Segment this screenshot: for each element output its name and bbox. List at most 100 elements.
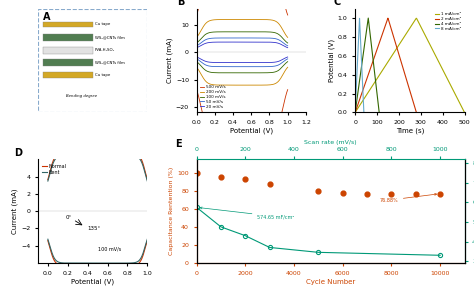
20 mV/s [248, 40, 254, 44]
Text: WS₂@CNTs film: WS₂@CNTs film [95, 61, 125, 65]
8 mA/cm² [357, 34, 363, 38]
2 mA/cm² [385, 16, 391, 20]
Line: 8 mA/cm²: 8 mA/cm² [355, 18, 364, 112]
100 mV/s [194, 41, 200, 45]
Point [241, 177, 249, 181]
1 mA/cm² [419, 28, 425, 32]
Normal [93, 151, 99, 154]
4 mA/cm² [376, 111, 382, 114]
200 mV/s [194, 36, 200, 39]
50 mV/s [194, 44, 200, 47]
100 mV/s [237, 30, 243, 33]
4 mA/cm² [352, 110, 358, 114]
Normal [95, 151, 100, 154]
Line: 2 mA/cm²: 2 mA/cm² [355, 18, 416, 112]
Legend: 1 mA/cm², 2 mA/cm², 4 mA/cm², 8 mA/cm²: 1 mA/cm², 2 mA/cm², 4 mA/cm², 8 mA/cm² [433, 11, 463, 33]
X-axis label: Time (s): Time (s) [396, 128, 424, 134]
2 mA/cm² [408, 92, 414, 96]
20 mV/s [237, 40, 243, 44]
Normal [145, 178, 150, 181]
8 mA/cm² [352, 110, 358, 114]
Text: C: C [333, 0, 340, 7]
50 mV/s [237, 36, 243, 40]
Text: WS₂@CNTs film: WS₂@CNTs film [95, 36, 125, 40]
Bent [95, 154, 100, 157]
X-axis label: Potential (V): Potential (V) [230, 128, 273, 134]
100 mV/s [269, 30, 274, 34]
Legend: Normal, Bent: Normal, Bent [40, 162, 69, 176]
Text: A: A [44, 12, 51, 22]
Text: E: E [175, 139, 182, 149]
100 mV/s [239, 30, 245, 33]
100 mV/s [237, 30, 243, 33]
200 mV/s [237, 18, 243, 21]
4 mA/cm² [366, 27, 372, 30]
500 mV/s [285, 13, 291, 17]
200 mV/s [237, 18, 243, 21]
Legend: 500 mV/s, 200 mV/s, 100 mV/s, 50 mV/s, 20 mV/s: 500 mV/s, 200 mV/s, 100 mV/s, 50 mV/s, 2… [199, 84, 227, 110]
20 mV/s [243, 40, 249, 44]
100 mV/s [248, 30, 254, 33]
Normal [92, 151, 98, 154]
200 mV/s [285, 36, 291, 39]
Point [193, 170, 201, 175]
Point [388, 191, 395, 196]
200 mV/s [248, 18, 254, 21]
Bar [44, 72, 92, 78]
Line: Normal: Normal [48, 153, 147, 180]
Line: 4 mA/cm²: 4 mA/cm² [355, 18, 379, 112]
Normal [104, 151, 110, 154]
Line: 50 mV/s: 50 mV/s [197, 38, 288, 46]
Bar [44, 47, 92, 54]
Bar [44, 59, 92, 66]
Bent [145, 179, 150, 183]
20 mV/s [237, 40, 243, 44]
Y-axis label: Current (mA): Current (mA) [166, 38, 173, 83]
200 mV/s [269, 18, 274, 22]
Text: D: D [14, 148, 22, 158]
100 mV/s [243, 30, 249, 33]
Bar [44, 34, 92, 41]
1 mA/cm² [418, 24, 423, 27]
50 mV/s [237, 36, 243, 40]
Text: Cu tape: Cu tape [95, 22, 110, 26]
4 mA/cm² [373, 79, 378, 82]
Text: Bending degree: Bending degree [66, 94, 97, 98]
50 mV/s [269, 36, 274, 40]
2 mA/cm² [404, 80, 410, 83]
2 mA/cm² [413, 111, 419, 114]
Text: 76.88%: 76.88% [379, 193, 437, 203]
20 mV/s [194, 46, 200, 49]
2 mA/cm² [352, 111, 358, 114]
4 mA/cm² [352, 111, 358, 114]
100 mV/s [283, 40, 289, 43]
20 mV/s [269, 41, 274, 44]
Point [315, 188, 322, 193]
200 mV/s [239, 18, 245, 21]
Point [217, 175, 225, 180]
20 mV/s [285, 46, 291, 49]
50 mV/s [239, 36, 245, 40]
Point [437, 191, 444, 196]
Text: 135°: 135° [87, 226, 100, 231]
Text: B: B [177, 0, 184, 7]
Line: Bent: Bent [48, 155, 147, 181]
8 mA/cm² [361, 111, 367, 114]
50 mV/s [243, 36, 249, 40]
1 mA/cm² [353, 110, 358, 114]
2 mA/cm² [353, 110, 358, 114]
Bent [99, 154, 105, 157]
2 mA/cm² [390, 33, 396, 36]
X-axis label: Cycle Number: Cycle Number [306, 279, 355, 285]
Y-axis label: Capacitance Rentention (%): Capacitance Rentention (%) [170, 167, 174, 255]
Line: 1 mA/cm²: 1 mA/cm² [355, 18, 465, 112]
Bent [142, 172, 148, 175]
1 mA/cm² [452, 91, 457, 95]
200 mV/s [243, 18, 249, 21]
Normal [142, 170, 148, 173]
4 mA/cm² [367, 31, 373, 34]
2 mA/cm² [389, 29, 395, 33]
8 mA/cm² [360, 94, 366, 97]
1 mA/cm² [413, 17, 419, 20]
Line: 500 mV/s: 500 mV/s [197, 0, 288, 15]
